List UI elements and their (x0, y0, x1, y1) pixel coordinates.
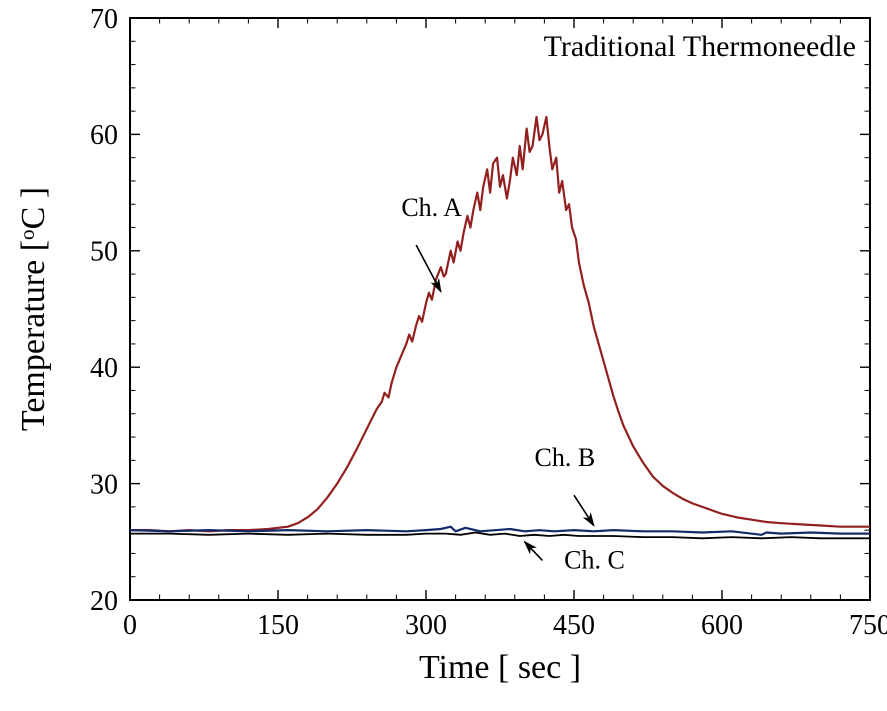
x-tick-label: 150 (257, 610, 299, 641)
chart-title: Traditional Thermoneedle (544, 30, 856, 63)
x-tick-label: 300 (405, 610, 447, 641)
y-tick-label: 40 (90, 353, 118, 384)
x-tick-label: 600 (701, 610, 743, 641)
series-label-ch-b: Ch. B (535, 443, 596, 472)
y-tick-label: 50 (90, 237, 118, 268)
series-label-ch-c: Ch. C (564, 546, 625, 575)
y-tick-label: 70 (90, 4, 118, 35)
y-tick-label: 30 (90, 469, 118, 500)
y-tick-label: 60 (90, 120, 118, 151)
chart-container: 0 150 300 450 600 750 20 30 40 50 60 70 Ch. A Ch. B Ch… (0, 0, 887, 711)
temperature-time-chart: 0 150 300 450 600 750 20 30 40 50 60 70 Ch. A Ch. B Ch… (0, 0, 887, 711)
x-tick-label: 750 (849, 610, 887, 641)
y-tick-label: 20 (90, 586, 118, 617)
x-axis-label: Time [ sec ] (419, 649, 581, 686)
x-tick-label: 0 (123, 610, 137, 641)
x-tick-label: 450 (553, 610, 595, 641)
y-axis-label: Temperature [oC ] (15, 187, 52, 431)
series-label-ch-a: Ch. A (401, 193, 462, 222)
